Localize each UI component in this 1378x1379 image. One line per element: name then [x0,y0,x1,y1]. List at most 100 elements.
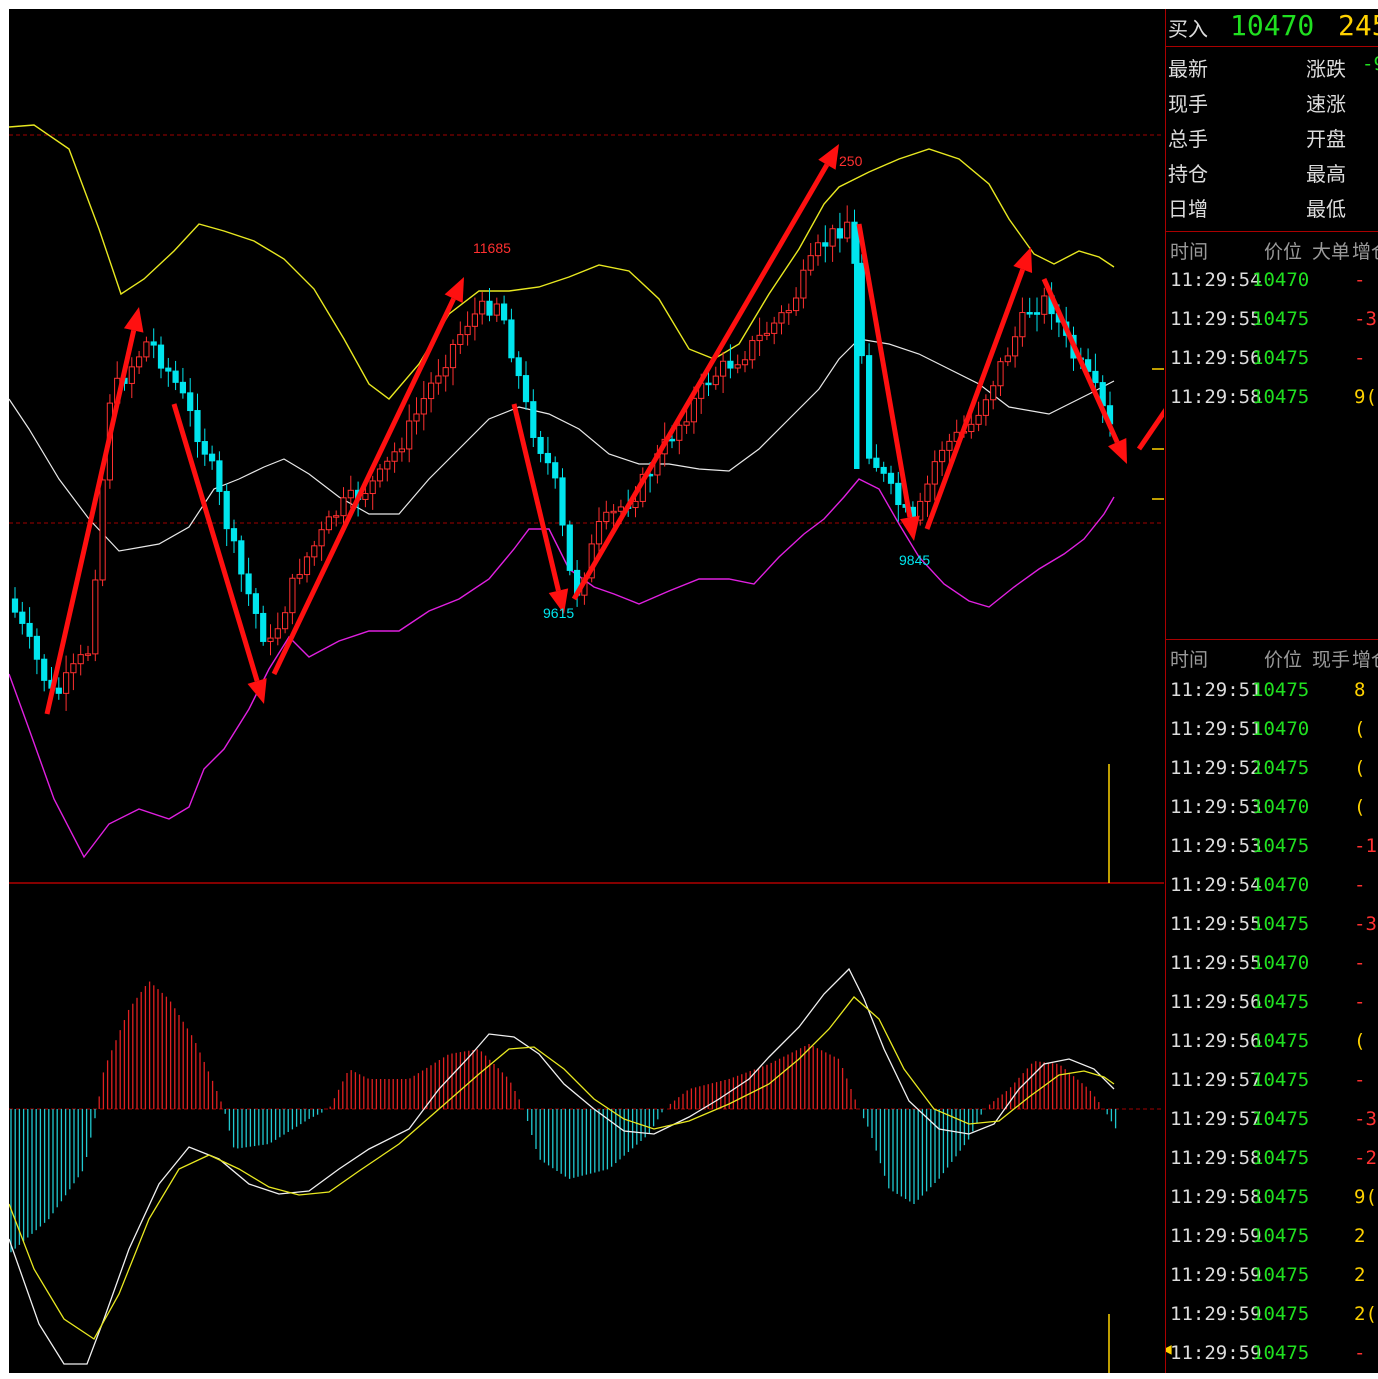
tick-price: 10475 [1252,347,1310,369]
candle-body [449,343,457,369]
tick-time: 11:29:59 [1170,1264,1262,1286]
candle-body [1004,355,1011,363]
candle-body [866,355,873,459]
candle-body [84,653,92,656]
candle-body [712,375,719,386]
trend-arrow-line [856,223,913,518]
trend-arrow-line [924,268,1026,530]
candle-body [471,313,478,327]
tick-time: 11:29:56 [1170,1030,1262,1052]
candle-body [975,414,982,425]
candle-body [632,500,639,509]
candle-body [165,367,172,372]
header-big-order: 大单 [1312,241,1351,263]
tick-time: 11:29:58 [1170,1186,1262,1208]
header-price: 价位 [1264,241,1303,263]
tick-time: 11:29:54 [1170,269,1262,291]
tick-price: 10475 [1252,1147,1310,1169]
macd-dea-line [9,996,1115,1340]
trend-arrow-line [271,297,456,676]
candle-body [457,334,464,345]
candle-body [435,375,442,384]
candle-body [311,545,318,558]
tick-oi-change: ( [1354,1030,1366,1052]
candle-body [420,398,427,415]
quote-label: 总手 [1168,127,1208,151]
trend-arrow-line [1136,408,1164,451]
tick-price: 10470 [1252,718,1310,740]
tick-oi-change: 9( [1354,386,1377,408]
candle-body [194,410,201,443]
candle-body [179,381,187,394]
candle-body [128,366,135,384]
candle-body [274,628,281,639]
bid-volume: 245 [1338,9,1378,42]
candle-body [230,528,238,542]
trading-screen: 11685 250 9615 9845 买入 10470 245 最新 10475… [9,9,1378,1373]
quote-label: 日增 [1168,197,1208,221]
tick-time: 11:29:51 [1170,679,1262,701]
tick-price: 10470 [1252,874,1310,896]
bollinger-upper-line [9,124,1115,400]
kline-chart[interactable]: 11685 250 9615 9845 [9,9,1164,1373]
candle-body [854,229,860,469]
chart-area[interactable]: 11685 250 9615 9845 [9,9,1164,1373]
arrow-head-icon [548,588,569,614]
candle-body [793,297,800,312]
header-volume: 现手 [1312,649,1351,671]
tick-time: 11:29:51 [1170,718,1262,740]
candle-body [201,441,208,455]
candle-body [844,221,851,239]
tick-price: 10475 [1252,757,1310,779]
candle-body [479,300,486,315]
arrow-head-icon [247,678,267,704]
candle-body [282,612,289,630]
candle-body [63,672,70,694]
tick-price: 10470 [1252,269,1310,291]
tick-time: 11:29:57 [1170,1108,1262,1130]
tick-oi-change: 8 [1354,679,1366,701]
candle-body [333,515,340,518]
candle-body [836,228,843,239]
tick-time: 11:29:59 [1170,1342,1262,1364]
quote-label2: 最高 [1306,162,1346,186]
candle-body [946,440,953,451]
bid-label: 买入 [1168,17,1208,41]
tick-price: 10475 [1252,1108,1310,1130]
quote-label: 现手 [1168,92,1208,116]
tick-time: 11:29:52 [1170,757,1262,779]
candle-body [544,452,551,464]
candle-body [829,228,836,247]
candle-body [566,524,573,571]
tick-time: 11:29:53 [1170,835,1262,857]
candle-body [676,424,683,441]
candle-body [939,449,946,463]
arrow-head-icon [1013,247,1033,273]
candle-body [720,360,727,377]
candle-body [552,462,559,479]
tick-price: 10475 [1252,1342,1310,1364]
trend-arrow-line [571,163,830,601]
candle-body [150,341,157,346]
tick-oi-change: - [1354,347,1366,369]
candle-body [508,319,515,359]
candle-body [1092,370,1099,384]
tick-time: 11:29:56 [1170,347,1262,369]
tick-price: 10475 [1252,308,1310,330]
candle-body [369,480,376,495]
tick-oi-change: - [1354,1069,1366,1091]
candle-body [931,461,938,485]
candle-body [522,375,530,403]
trend-arrow-line [1041,277,1120,444]
candle-body [362,493,369,500]
candle-body [33,635,40,660]
quote-label: 最新 [1168,57,1208,81]
macd-histogram [10,981,1117,1253]
tick-oi-change: 2 [1354,1225,1366,1247]
header-time: 时间 [1170,649,1209,671]
candle-body [296,574,303,579]
candle-body [19,611,26,624]
trend-arrow-line [171,403,260,682]
tick-price: 10470 [1252,796,1310,818]
candle-body [734,364,741,369]
